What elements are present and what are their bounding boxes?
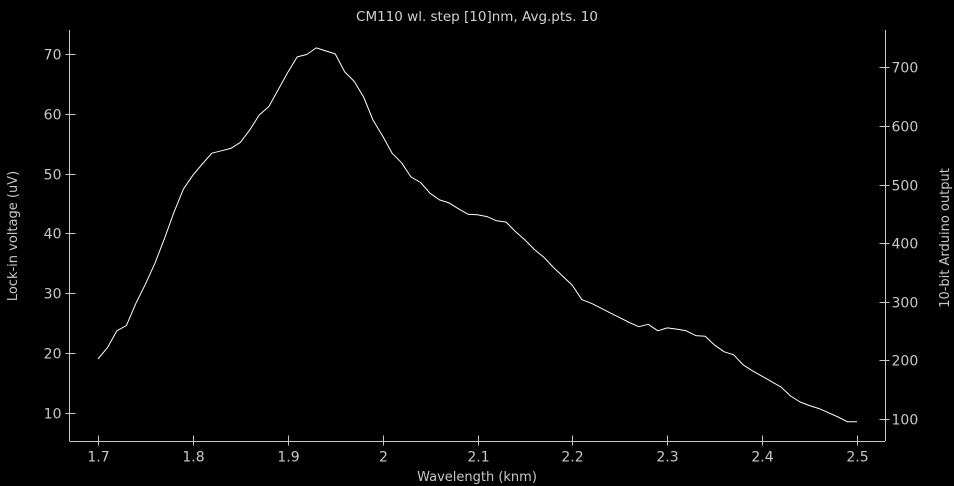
series-layer bbox=[97, 47, 857, 423]
y-tick-label: 40 bbox=[44, 227, 62, 243]
y2-tick-label: 400 bbox=[892, 237, 919, 253]
y-tick-label: 10 bbox=[44, 407, 62, 423]
x-tick-label: 2.2 bbox=[561, 450, 583, 466]
y2-tick-label: 300 bbox=[892, 296, 919, 312]
ticks-layer bbox=[65, 54, 890, 446]
x-tick-label: 1.7 bbox=[87, 450, 109, 466]
x-tick-label: 2.3 bbox=[656, 450, 678, 466]
y-tick-label: 60 bbox=[44, 108, 62, 124]
y-tick-label: 70 bbox=[44, 48, 62, 64]
y-axis-title: Lock-in voltage (uV) bbox=[6, 171, 21, 301]
plot-frame bbox=[69, 30, 886, 442]
chart-title: CM110 wl. step [10]nm, Avg.pts. 10 bbox=[356, 9, 598, 25]
x-tick-label: 2 bbox=[379, 450, 388, 466]
x-tick-label: 1.8 bbox=[182, 450, 204, 466]
y2-tick-label: 700 bbox=[892, 61, 919, 77]
tick-labels-layer: 1.7 1.8 1.9 2 2.1 2.2 2.3 2.4 2.5 10 20 30 40 50 60 70 1… bbox=[44, 48, 919, 466]
y2-axis-title: 10-bit Arduino output bbox=[938, 168, 953, 308]
y2-tick-label: 600 bbox=[892, 120, 919, 136]
y-tick-label: 20 bbox=[44, 347, 62, 363]
y2-tick-label: 100 bbox=[892, 413, 919, 429]
x-tick-label: 2.1 bbox=[467, 450, 489, 466]
y-tick-label: 30 bbox=[44, 287, 62, 303]
x-axis-title: Wavelength (knm) bbox=[417, 470, 537, 485]
y2-tick-label: 200 bbox=[892, 354, 919, 370]
y-tick-label: 50 bbox=[44, 168, 62, 184]
y2-tick-label: 500 bbox=[892, 179, 919, 195]
x-tick-label: 2.4 bbox=[751, 450, 773, 466]
x-tick-label: 2.5 bbox=[846, 450, 868, 466]
x-tick-label: 1.9 bbox=[277, 450, 299, 466]
series-line bbox=[97, 47, 857, 423]
